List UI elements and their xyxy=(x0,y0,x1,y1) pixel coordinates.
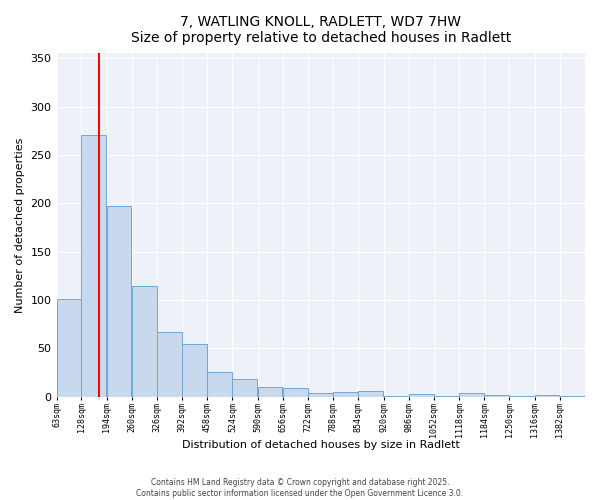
Bar xyxy=(232,380,257,396)
Bar xyxy=(56,299,82,396)
Y-axis label: Number of detached properties: Number of detached properties xyxy=(15,138,25,312)
Bar xyxy=(308,393,333,396)
Bar xyxy=(107,206,131,396)
X-axis label: Distribution of detached houses by size in Radlett: Distribution of detached houses by size … xyxy=(182,440,460,450)
Bar xyxy=(257,387,283,396)
Text: Contains HM Land Registry data © Crown copyright and database right 2025.
Contai: Contains HM Land Registry data © Crown c… xyxy=(136,478,464,498)
Bar xyxy=(358,391,383,396)
Bar xyxy=(484,394,509,396)
Bar xyxy=(535,394,559,396)
Bar xyxy=(283,388,308,396)
Bar xyxy=(132,286,157,397)
Bar xyxy=(157,332,182,396)
Bar xyxy=(409,394,434,396)
Text: 7 WATLING KNOLL: 174sqm
← 32% of detached houses are smaller (284)
68% of semi-d: 7 WATLING KNOLL: 174sqm ← 32% of detache… xyxy=(0,499,1,500)
Bar xyxy=(207,372,232,396)
Bar xyxy=(459,393,484,396)
Bar xyxy=(82,134,106,396)
Bar xyxy=(182,344,207,397)
Title: 7, WATLING KNOLL, RADLETT, WD7 7HW
Size of property relative to detached houses : 7, WATLING KNOLL, RADLETT, WD7 7HW Size … xyxy=(131,15,511,45)
Bar xyxy=(333,392,358,396)
